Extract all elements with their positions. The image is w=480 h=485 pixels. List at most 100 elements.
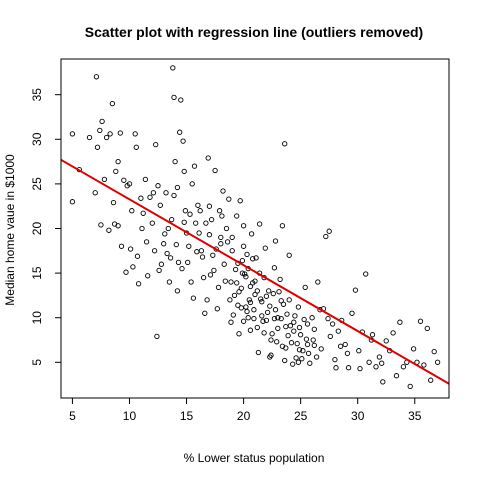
data-point: [150, 190, 157, 196]
data-point: [132, 131, 138, 137]
data-point: [271, 315, 278, 322]
data-point: [434, 359, 441, 365]
data-point: [101, 176, 108, 183]
data-point: [171, 94, 177, 101]
data-point: [326, 228, 332, 234]
data-point: [111, 221, 118, 227]
data-point: [277, 276, 283, 283]
data-point: [238, 305, 244, 311]
data-point: [164, 250, 170, 257]
data-point: [145, 273, 151, 279]
data-point: [240, 223, 247, 229]
data-point: [345, 365, 352, 371]
data-point: [333, 365, 339, 371]
data-point: [323, 233, 329, 240]
data-point: [193, 220, 199, 226]
data-point: [221, 261, 227, 267]
data-point: [296, 347, 303, 353]
data-point: [162, 231, 168, 237]
data-point: [272, 307, 279, 313]
x-tick-label: 15: [180, 409, 194, 423]
data-point: [283, 345, 289, 351]
data-point: [199, 254, 206, 260]
data-point: [278, 298, 284, 304]
data-point: [156, 267, 162, 274]
data-point: [234, 280, 240, 286]
data-point: [224, 239, 231, 245]
plot-area: 5 10 15 20 25 30 35 5 10 15 20 25 30 35: [30, 58, 450, 423]
data-point: [383, 338, 389, 344]
data-point: [174, 184, 181, 191]
data-point: [297, 332, 304, 338]
data-point: [300, 348, 306, 354]
data-point: [174, 288, 181, 294]
data-point: [286, 252, 292, 258]
data-point: [173, 241, 179, 248]
data-point: [356, 348, 362, 354]
data-point: [107, 131, 113, 137]
data-point: [126, 181, 133, 187]
data-point: [206, 203, 213, 209]
data-point: [279, 223, 286, 229]
data-point: [292, 313, 298, 319]
data-point: [127, 246, 134, 252]
data-point: [97, 127, 103, 134]
data-point: [171, 192, 177, 199]
data-point: [218, 234, 224, 241]
data-point: [311, 342, 317, 349]
data-point: [234, 213, 240, 219]
data-point: [175, 259, 182, 266]
data-point: [93, 74, 100, 80]
data-point: [291, 319, 297, 325]
data-point: [182, 208, 189, 214]
data-point: [115, 158, 121, 165]
data-point: [251, 307, 257, 313]
data-point: [421, 362, 427, 368]
data-point: [113, 168, 119, 175]
data-point: [256, 221, 263, 227]
data-point: [278, 315, 284, 322]
data-point: [185, 259, 191, 266]
data-point: [220, 188, 226, 194]
data-point: [129, 208, 135, 214]
data-point: [295, 304, 302, 310]
data-point: [252, 278, 258, 284]
data-point: [207, 272, 214, 278]
data-point: [240, 243, 247, 249]
data-point: [431, 348, 437, 355]
data-point: [272, 238, 279, 244]
data-point: [263, 293, 270, 299]
data-point: [335, 328, 341, 334]
data-point: [227, 297, 233, 303]
data-point: [143, 239, 150, 245]
data-point: [99, 118, 105, 125]
data-point: [186, 243, 192, 249]
data-point: [246, 297, 252, 303]
data-point: [262, 245, 268, 251]
data-point: [151, 248, 158, 254]
data-point: [121, 177, 127, 183]
data-point: [167, 255, 174, 261]
data-point: [264, 309, 271, 316]
data-point: [235, 302, 241, 308]
data-point: [242, 271, 248, 277]
data-point: [407, 383, 413, 390]
data-point: [290, 361, 296, 367]
data-point: [103, 134, 110, 141]
data-point: [191, 163, 198, 169]
data-point: [291, 328, 297, 334]
data-point: [247, 327, 254, 333]
data-point: [170, 65, 176, 71]
data-point: [94, 144, 101, 150]
data-point: [236, 289, 242, 295]
y-tick-label: 10: [30, 311, 44, 325]
data-point: [243, 274, 249, 280]
data-point: [259, 313, 265, 319]
data-point: [417, 318, 424, 324]
data-point: [315, 279, 321, 285]
data-point: [203, 220, 209, 226]
data-point: [172, 158, 178, 165]
data-point: [310, 337, 316, 343]
data-point: [244, 308, 250, 315]
data-point: [165, 225, 171, 232]
